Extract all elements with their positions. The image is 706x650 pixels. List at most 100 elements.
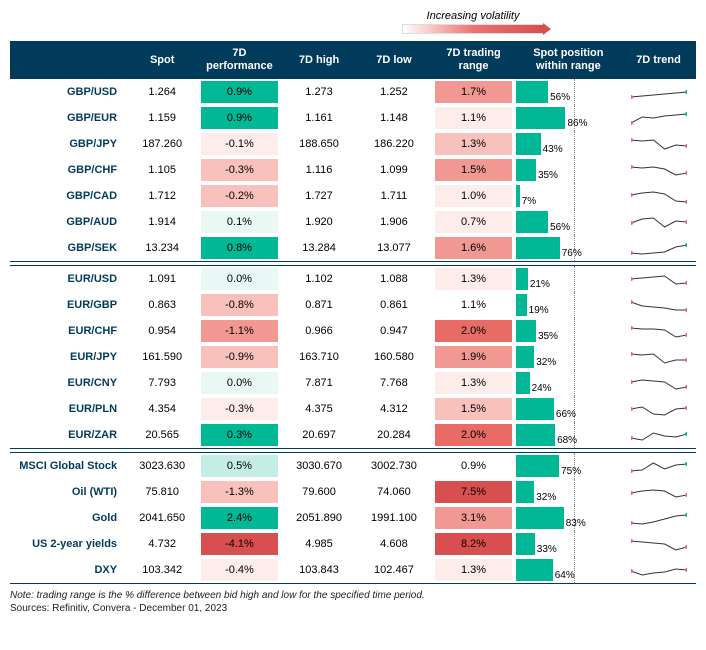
high-value: 13.284	[282, 235, 357, 262]
low-value: 1991.100	[356, 505, 431, 531]
spot-position-cell: 56%	[516, 209, 621, 235]
table-row: DXY103.342-0.4%103.843102.4671.3%64%	[10, 557, 696, 584]
trend-sparkline	[621, 266, 696, 293]
perf-cell: -0.3%	[197, 396, 281, 422]
spot-value: 13.234	[127, 235, 197, 262]
instrument-name: GBP/USD	[10, 79, 127, 105]
spot-value: 1.712	[127, 183, 197, 209]
trend-sparkline	[621, 422, 696, 449]
range-cell: 1.6%	[431, 235, 515, 262]
instrument-name: Oil (WTI)	[10, 479, 127, 505]
table-row: EUR/CHF0.954-1.1%0.9660.9472.0%35%	[10, 318, 696, 344]
spot-position-cell: 19%	[516, 292, 621, 318]
table-row: EUR/ZAR20.5650.3%20.69720.2842.0%68%	[10, 422, 696, 449]
trend-sparkline	[621, 531, 696, 557]
table-row: GBP/CHF1.105-0.3%1.1161.0991.5%35%	[10, 157, 696, 183]
spot-position-cell: 64%	[516, 557, 621, 584]
trend-sparkline	[621, 235, 696, 262]
perf-cell: 0.9%	[197, 105, 281, 131]
low-value: 20.284	[356, 422, 431, 449]
spot-value: 4.732	[127, 531, 197, 557]
trend-sparkline	[621, 183, 696, 209]
spot-value: 7.793	[127, 370, 197, 396]
volatility-legend-label: Increasing volatility	[250, 10, 696, 22]
volatility-legend: Increasing volatility	[250, 10, 696, 37]
spot-value: 1.914	[127, 209, 197, 235]
range-cell: 1.3%	[431, 266, 515, 293]
perf-cell: 0.0%	[197, 370, 281, 396]
table-row: GBP/USD1.2640.9%1.2731.2521.7%56%	[10, 79, 696, 105]
spot-position-cell: 33%	[516, 531, 621, 557]
high-value: 1.727	[282, 183, 357, 209]
spot-position-cell: 7%	[516, 183, 621, 209]
range-cell: 2.0%	[431, 318, 515, 344]
perf-cell: 2.4%	[197, 505, 281, 531]
table-row: EUR/CNY7.7930.0%7.8717.7681.3%24%	[10, 370, 696, 396]
footnote: Note: trading range is the % difference …	[10, 590, 696, 601]
spot-value: 161.590	[127, 344, 197, 370]
high-value: 3030.670	[282, 453, 357, 480]
instrument-name: EUR/GBP	[10, 292, 127, 318]
low-value: 1.148	[356, 105, 431, 131]
high-value: 1.161	[282, 105, 357, 131]
high-value: 79.600	[282, 479, 357, 505]
high-value: 1.102	[282, 266, 357, 293]
trend-sparkline	[621, 505, 696, 531]
high-value: 188.650	[282, 131, 357, 157]
high-value: 4.985	[282, 531, 357, 557]
perf-cell: -1.3%	[197, 479, 281, 505]
trend-sparkline	[621, 209, 696, 235]
spot-value: 2041.650	[127, 505, 197, 531]
market-table: Spot7D performance7D high7D low7D tradin…	[10, 41, 696, 584]
instrument-name: GBP/SEK	[10, 235, 127, 262]
range-cell: 1.1%	[431, 105, 515, 131]
table-row: GBP/JPY187.260-0.1%188.650186.2201.3%43%	[10, 131, 696, 157]
col-header: Spot	[127, 41, 197, 79]
spot-position-cell: 32%	[516, 344, 621, 370]
spot-position-cell: 32%	[516, 479, 621, 505]
spot-value: 4.354	[127, 396, 197, 422]
table-row: Oil (WTI)75.810-1.3%79.60074.0607.5%32%	[10, 479, 696, 505]
low-value: 1.088	[356, 266, 431, 293]
low-value: 7.768	[356, 370, 431, 396]
spot-value: 75.810	[127, 479, 197, 505]
trend-sparkline	[621, 157, 696, 183]
col-header: Spot position within range	[516, 41, 621, 79]
perf-cell: 0.8%	[197, 235, 281, 262]
spot-value: 0.863	[127, 292, 197, 318]
instrument-name: GBP/EUR	[10, 105, 127, 131]
spot-position-cell: 43%	[516, 131, 621, 157]
col-header	[10, 41, 127, 79]
range-cell: 0.9%	[431, 453, 515, 480]
trend-sparkline	[621, 370, 696, 396]
col-header: 7D trading range	[431, 41, 515, 79]
high-value: 103.843	[282, 557, 357, 584]
trend-sparkline	[621, 396, 696, 422]
high-value: 4.375	[282, 396, 357, 422]
spot-value: 103.342	[127, 557, 197, 584]
spot-position-cell: 68%	[516, 422, 621, 449]
low-value: 1.906	[356, 209, 431, 235]
volatility-gradient	[402, 24, 544, 34]
range-cell: 1.9%	[431, 344, 515, 370]
range-cell: 1.0%	[431, 183, 515, 209]
perf-cell: -0.8%	[197, 292, 281, 318]
table-row: EUR/JPY161.590-0.9%163.710160.5801.9%32%	[10, 344, 696, 370]
perf-cell: -0.9%	[197, 344, 281, 370]
trend-sparkline	[621, 318, 696, 344]
spot-value: 3023.630	[127, 453, 197, 480]
spot-value: 1.105	[127, 157, 197, 183]
table-row: EUR/GBP0.863-0.8%0.8710.8611.1%19%	[10, 292, 696, 318]
instrument-name: EUR/PLN	[10, 396, 127, 422]
spot-position-cell: 35%	[516, 318, 621, 344]
low-value: 0.947	[356, 318, 431, 344]
spot-position-cell: 83%	[516, 505, 621, 531]
instrument-name: US 2-year yields	[10, 531, 127, 557]
trend-sparkline	[621, 479, 696, 505]
table-row: GBP/SEK13.2340.8%13.28413.0771.6%76%	[10, 235, 696, 262]
perf-cell: 0.9%	[197, 79, 281, 105]
instrument-name: EUR/USD	[10, 266, 127, 293]
high-value: 0.966	[282, 318, 357, 344]
range-cell: 1.3%	[431, 370, 515, 396]
perf-cell: 0.5%	[197, 453, 281, 480]
